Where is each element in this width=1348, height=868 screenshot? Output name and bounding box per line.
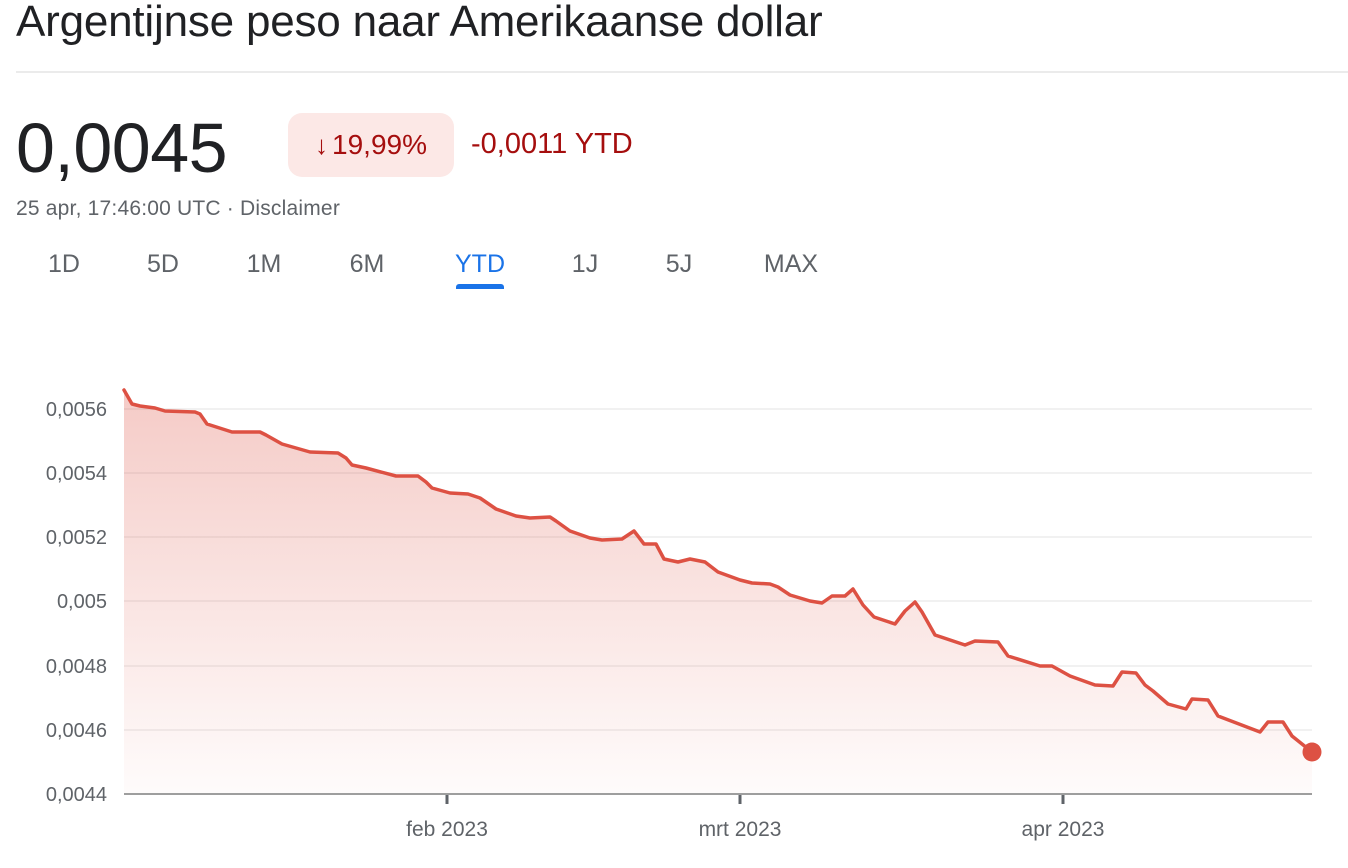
active-tab-indicator bbox=[456, 284, 504, 289]
tab-label: 5D bbox=[147, 250, 179, 278]
current-price: 0,0045 bbox=[16, 109, 228, 187]
y-tick-label: 0,005 bbox=[56, 591, 107, 613]
tab-5d[interactable]: 5D bbox=[147, 246, 179, 282]
tab-max[interactable]: MAX bbox=[764, 246, 818, 282]
arrow-down-icon: ↓ bbox=[315, 129, 329, 160]
y-tick-label: 0,0044 bbox=[45, 784, 107, 806]
tab-ytd[interactable]: YTD bbox=[455, 246, 505, 289]
x-tick-label: apr 2023 bbox=[1021, 818, 1105, 841]
x-tick-label: feb 2023 bbox=[406, 818, 488, 841]
change-percent: 19,99% bbox=[332, 129, 427, 160]
tab-label: 1J bbox=[571, 250, 599, 278]
price-line bbox=[122, 388, 1314, 754]
tab-1j[interactable]: 1J bbox=[572, 246, 598, 282]
x-tick-label: mrt 2023 bbox=[698, 818, 782, 841]
x-axis-ticks bbox=[445, 795, 1065, 804]
y-tick-label: 0,0056 bbox=[45, 399, 107, 421]
y-tick-label: 0,0048 bbox=[45, 656, 107, 678]
quote-meta: 25 apr, 17:46:00 UTC · Disclaimer bbox=[16, 195, 340, 223]
timestamp: 25 apr, 17:46:00 UTC bbox=[16, 197, 221, 220]
tab-label: MAX bbox=[763, 250, 819, 278]
current-point-marker bbox=[1302, 742, 1322, 762]
y-tick-label: 0,0052 bbox=[45, 527, 107, 549]
y-tick-label: 0,0054 bbox=[45, 463, 107, 485]
tab-label: 1D bbox=[48, 250, 80, 278]
y-tick-label: 0,0046 bbox=[45, 720, 107, 742]
tab-label: 6M bbox=[349, 250, 385, 278]
tab-1d[interactable]: 1D bbox=[48, 246, 80, 282]
change-absolute: -0,0011 YTD bbox=[471, 128, 633, 160]
tab-5j[interactable]: 5J bbox=[666, 246, 692, 282]
separator: · bbox=[226, 197, 234, 220]
chart-area-fill bbox=[124, 390, 1312, 794]
tab-1m[interactable]: 1M bbox=[247, 246, 282, 282]
disclaimer-link[interactable]: Disclaimer bbox=[240, 197, 341, 220]
tab-label: 1M bbox=[246, 250, 282, 278]
page-title: Argentijnse peso naar Amerikaanse dollar bbox=[16, 0, 823, 46]
tab-label: 5J bbox=[665, 250, 693, 278]
tab-6m[interactable]: 6M bbox=[350, 246, 385, 282]
change-percent-badge: ↓ 19,99% bbox=[288, 113, 454, 177]
tab-label: YTD bbox=[455, 250, 505, 278]
header-divider bbox=[16, 71, 1348, 73]
